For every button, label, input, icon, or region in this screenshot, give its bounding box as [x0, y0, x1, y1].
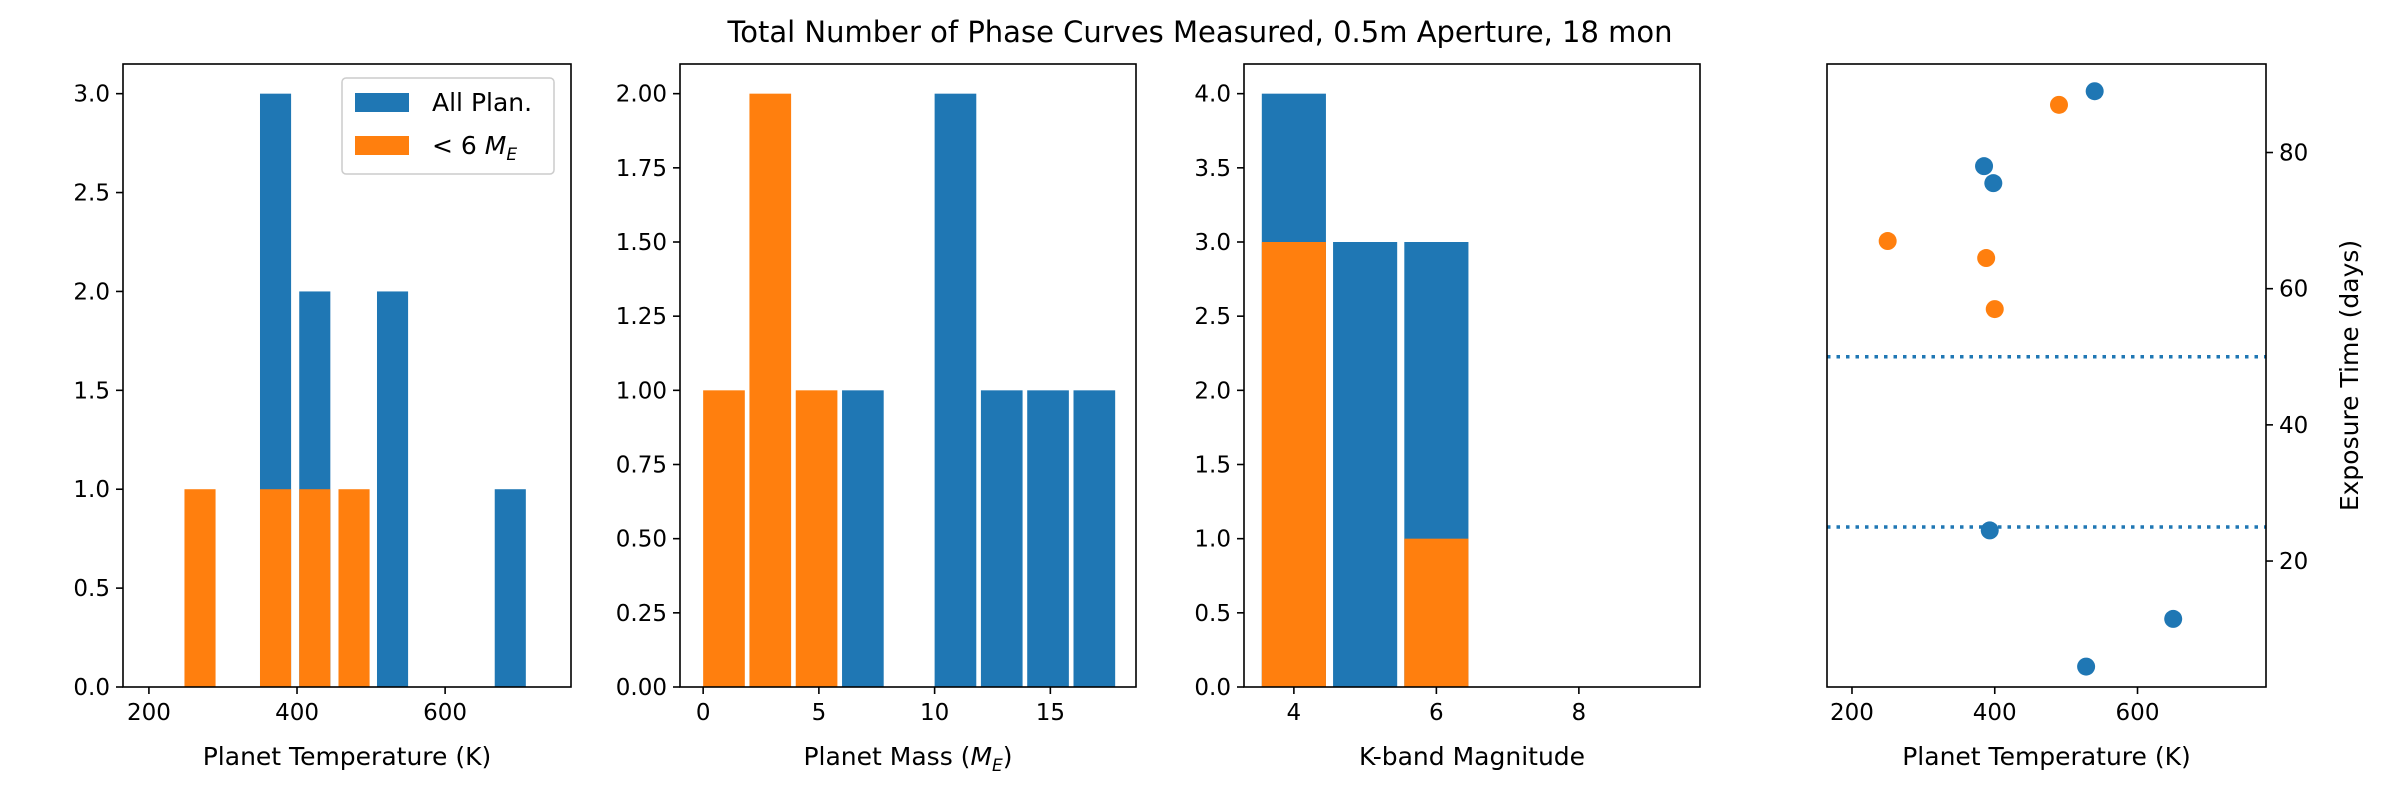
mass-bar-all-3 [1027, 390, 1069, 687]
kband-xtick-label-1: 6 [1429, 700, 1444, 726]
mass-xtick-label-3: 15 [1036, 700, 1065, 726]
kband-ytick-label-2: 1.0 [1194, 527, 1231, 553]
exposure-axes-frame [1827, 64, 2266, 687]
kband-x-axis-label-text: K-band Magnitude [1359, 742, 1585, 771]
scatter-point-small-0 [2050, 96, 2068, 114]
mass-xtick-label-2: 10 [920, 700, 949, 726]
mass-bar-all-4 [1074, 390, 1116, 687]
mass-bar-all-1 [935, 94, 977, 687]
mass-bar-all-2 [981, 390, 1023, 687]
temperature-ytick-label-0: 0.0 [73, 675, 110, 701]
temperature-xtick-label-1: 400 [275, 700, 319, 726]
mass-ytick-label-7: 1.75 [616, 156, 667, 182]
legend: All Plan. < 6 ME [342, 78, 554, 174]
temperature-ytick-label-2: 1.0 [73, 477, 110, 503]
mass-bar-small-1 [749, 94, 791, 687]
mass-histogram-panel: 0 5 10 15 0.00 0.25 0.50 0.75 1.00 1.25 1.50 1.75 2.… [616, 64, 1136, 776]
mass-x-axis-label-text: Planet Mass ( [803, 742, 970, 771]
kband-x-axis-label: K-band Magnitude [1359, 742, 1585, 771]
temperature-ytick-label-3: 1.5 [73, 378, 110, 404]
exposure-ytick-label-2: 60 [2279, 277, 2308, 303]
kband-xtick-label-0: 4 [1287, 700, 1302, 726]
scatter-point-all-3 [1981, 521, 1999, 539]
temperature-bar-all-3 [377, 291, 408, 687]
mass-x-axis-label: Planet Mass (ME) [803, 742, 1012, 776]
kband-ytick-label-0: 0.0 [1194, 675, 1231, 701]
temperature-bar-all-6 [495, 489, 526, 687]
mass-bar-small-2 [796, 390, 838, 687]
temperature-x-axis-label: Planet Temperature (K) [203, 742, 492, 771]
exposure-xtick-label-2: 600 [2116, 700, 2160, 726]
temperature-x-axis-label-text: Planet Temperature (K) [203, 742, 492, 771]
mass-ytick-label-3: 0.75 [616, 453, 667, 479]
legend-label-all-planets: All Plan. [432, 88, 532, 117]
kband-bar-all-1 [1333, 242, 1397, 687]
exposure-scatter-panel: 200 400 600 20 40 60 80 Planet Temperature (K) E… [1827, 64, 2364, 771]
mass-x-axis-label-math: M [970, 742, 992, 771]
scatter-point-all-0 [2086, 82, 2104, 100]
legend-label-small-planets-math: M [485, 131, 507, 160]
kband-ytick-label-8: 4.0 [1194, 82, 1231, 108]
kband-ytick-label-1: 0.5 [1194, 601, 1231, 627]
mass-bar-small-0 [703, 390, 745, 687]
kband-ytick-label-6: 3.0 [1194, 230, 1231, 256]
exposure-ytick-label-0: 20 [2279, 549, 2308, 575]
exposure-ytick-label-1: 40 [2279, 413, 2308, 439]
exposure-x-axis-label-text: Planet Temperature (K) [1902, 742, 2191, 771]
temperature-bar-small-2 [260, 489, 291, 687]
mass-ytick-label-2: 0.50 [616, 527, 667, 553]
mass-ytick-label-6: 1.50 [616, 230, 667, 256]
temperature-ytick-label-1: 0.5 [73, 576, 110, 602]
mass-bar-all-0 [842, 390, 884, 687]
temperature-bar-small-0 [184, 489, 215, 687]
exposure-xtick-label-0: 200 [1830, 700, 1874, 726]
kband-histogram-panel: 4 6 8 0.0 0.5 1.0 1.5 2.0 2.5 3.0 3.5 4.0 K-band Mag… [1194, 64, 1700, 771]
temperature-xtick-label-0: 200 [127, 700, 171, 726]
mass-ytick-label-8: 2.00 [616, 82, 667, 108]
temperature-xtick-label-2: 600 [423, 700, 467, 726]
scatter-point-all-5 [2077, 658, 2095, 676]
kband-ytick-label-3: 1.5 [1194, 453, 1231, 479]
legend-label-small-planets-text: < 6 [432, 131, 485, 160]
temperature-ytick-label-4: 2.0 [73, 279, 110, 305]
mass-x-axis-label-end: ) [1003, 742, 1013, 771]
mass-x-axis-label-sub: E [992, 756, 1003, 776]
mass-ytick-label-5: 1.25 [616, 304, 667, 330]
kband-xtick-label-2: 8 [1572, 700, 1587, 726]
exposure-x-axis-label: Planet Temperature (K) [1902, 742, 2191, 771]
mass-xtick-label-0: 0 [696, 700, 711, 726]
mass-ytick-label-1: 0.25 [616, 601, 667, 627]
mass-ytick-label-0: 0.00 [616, 675, 667, 701]
legend-label-small-planets: < 6 ME [432, 131, 517, 165]
scatter-point-all-2 [1984, 174, 2002, 192]
exposure-xtick-label-1: 400 [1973, 700, 2017, 726]
kband-ytick-label-5: 2.5 [1194, 304, 1231, 330]
scatter-point-small-1 [1879, 232, 1897, 250]
exposure-y-axis-label: Exposure Time (days) [2335, 240, 2364, 511]
scatter-point-small-3 [1986, 300, 2004, 318]
kband-bar-small-0 [1262, 242, 1326, 687]
kband-bar-small-1 [1404, 539, 1468, 687]
exposure-ytick-label-3: 80 [2279, 141, 2308, 167]
temperature-ytick-label-6: 3.0 [73, 82, 110, 108]
kband-ytick-label-7: 3.5 [1194, 156, 1231, 182]
scatter-point-all-4 [2164, 610, 2182, 628]
scatter-point-all-1 [1975, 157, 1993, 175]
mass-ytick-label-4: 1.00 [616, 378, 667, 404]
legend-swatch-small-planets [355, 136, 409, 155]
figure-title: Total Number of Phase Curves Measured, 0… [726, 15, 1672, 49]
mass-xtick-label-1: 5 [812, 700, 827, 726]
legend-swatch-all-planets [355, 93, 409, 112]
temperature-ytick-label-5: 2.5 [73, 181, 110, 207]
temperature-bar-small-3 [299, 489, 330, 687]
scatter-point-small-2 [1977, 249, 1995, 267]
kband-ytick-label-4: 2.0 [1194, 378, 1231, 404]
temperature-bar-small-4 [338, 489, 369, 687]
legend-label-small-planets-sub: E [506, 145, 517, 165]
